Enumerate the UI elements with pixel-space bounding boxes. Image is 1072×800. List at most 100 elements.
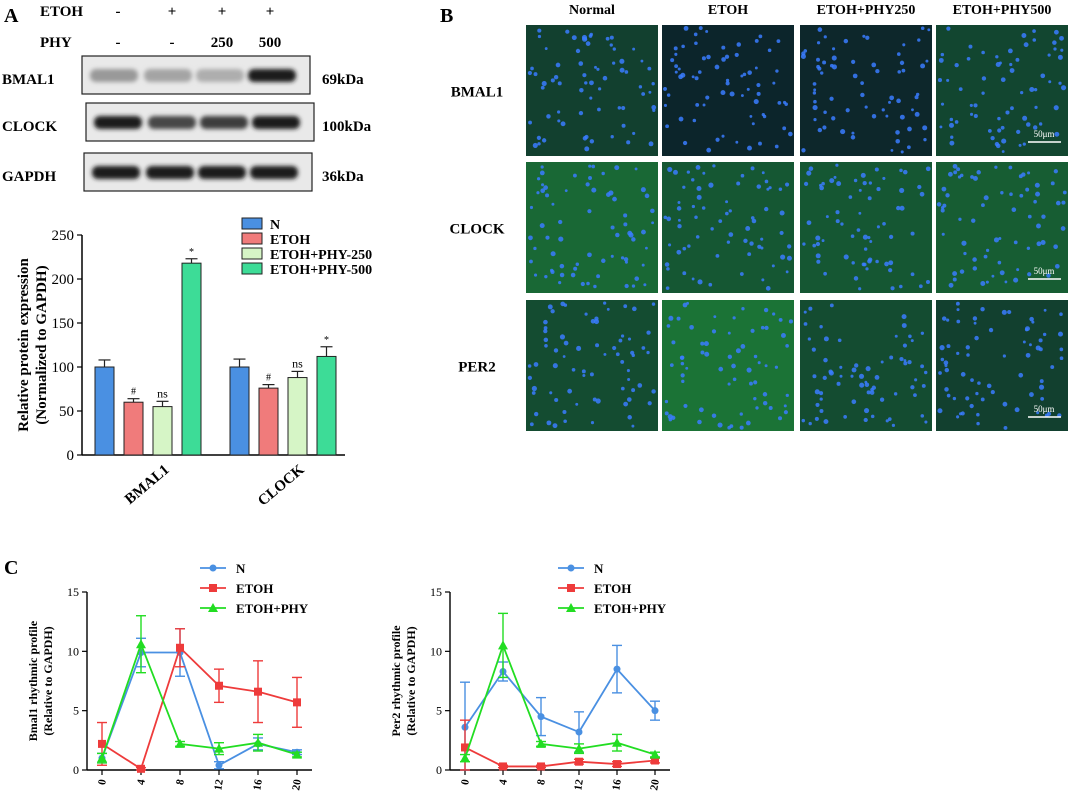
micro-nucleus — [806, 220, 812, 226]
micro-scale-label: 50μm — [1034, 129, 1055, 139]
micro-nucleus — [582, 73, 587, 78]
line-point — [292, 749, 302, 759]
line-point — [537, 713, 545, 721]
micro-nucleus — [940, 102, 945, 106]
micro-tile-bg — [800, 25, 932, 156]
micro-nucleus — [956, 351, 960, 356]
micro-nucleus — [539, 223, 545, 229]
micro-nucleus — [948, 282, 954, 288]
micro-nucleus — [721, 134, 725, 138]
micro-nucleus — [831, 55, 837, 61]
line-legend-marker — [208, 603, 218, 612]
line-point — [176, 643, 184, 652]
micro-nucleus — [813, 99, 817, 104]
micro-nucleus — [1010, 106, 1014, 111]
micro-tile: 50μm — [936, 300, 1068, 431]
micro-nucleus — [944, 364, 948, 368]
micro-nucleus — [669, 363, 674, 368]
micro-nucleus — [866, 390, 871, 395]
micro-nucleus — [963, 251, 967, 256]
micro-nucleus — [999, 270, 1005, 276]
micro-nucleus — [890, 286, 895, 291]
micro-nucleus — [1000, 77, 1006, 83]
blot-phy-value: - — [116, 35, 121, 51]
micro-nucleus — [668, 243, 672, 247]
micro-nucleus — [981, 91, 985, 95]
micro-nucleus — [889, 95, 895, 101]
micro-nucleus — [740, 173, 745, 178]
bar-legend-swatch — [241, 217, 263, 230]
micro-nucleus — [803, 310, 807, 314]
micro-nucleus — [729, 91, 735, 97]
micro-tile — [800, 25, 932, 156]
micro-nucleus — [641, 92, 646, 96]
micro-nucleus — [682, 302, 688, 308]
micro-nucleus — [634, 276, 640, 281]
micro-nucleus — [731, 363, 736, 369]
micro-nucleus — [882, 176, 886, 180]
micro-nucleus — [545, 193, 550, 198]
micro-nucleus — [956, 319, 961, 324]
micro-nucleus — [860, 81, 864, 85]
micro-nucleus — [1020, 91, 1024, 95]
micro-nucleus — [732, 316, 736, 320]
micro-nucleus — [1053, 29, 1059, 35]
bar-y-tick-label: 250 — [52, 228, 75, 244]
blot-band — [144, 69, 192, 82]
micro-nucleus — [1059, 312, 1063, 316]
micro-nucleus — [897, 70, 901, 74]
micro-nucleus — [774, 144, 779, 149]
micro-nucleus — [975, 391, 979, 396]
bar-legend-swatch — [241, 262, 263, 275]
micro-nucleus — [1022, 340, 1026, 344]
micro-nucleus — [741, 307, 745, 311]
micro-nucleus — [712, 164, 716, 168]
micro-nucleus — [1040, 240, 1046, 246]
blot-phy-value: 250 — [211, 35, 234, 51]
micro-nucleus — [745, 420, 751, 426]
micro-nucleus — [694, 215, 698, 220]
line-y-tick-label: 0 — [436, 763, 442, 777]
micro-nucleus — [676, 316, 681, 321]
micro-nucleus — [704, 351, 710, 357]
micro-nucleus — [925, 59, 929, 63]
micro-nucleus — [758, 34, 763, 39]
micro-nucleus — [735, 348, 741, 354]
micro-nucleus — [801, 148, 806, 153]
micro-nucleus — [985, 280, 989, 284]
micro-nucleus — [646, 330, 651, 335]
bar-category-label: CLOCK — [255, 462, 308, 510]
micro-nucleus — [1059, 356, 1064, 361]
micro-nucleus — [754, 38, 759, 43]
line-chart-per2: 0 5 10 15 0 4 8 12 16 20 Per2 rhythmic profile(Rel… — [389, 561, 670, 791]
micro-nucleus — [1050, 181, 1055, 186]
micro-nucleus — [862, 34, 866, 38]
micro-nucleus — [575, 402, 579, 406]
micro-nucleus — [980, 306, 985, 312]
micro-nucleus — [973, 114, 978, 119]
micro-nucleus — [614, 165, 620, 171]
micro-nucleus — [641, 346, 646, 350]
micro-tile-bg — [526, 25, 658, 156]
micro-nucleus — [822, 60, 827, 65]
micro-nucleus — [970, 378, 974, 382]
micro-nucleus — [903, 169, 908, 175]
micro-nucleus — [990, 390, 995, 395]
micro-nucleus — [640, 59, 644, 63]
micro-nucleus — [895, 139, 900, 144]
micro-nucleus — [539, 170, 545, 176]
micro-nucleus — [725, 211, 729, 216]
micro-tissue — [662, 162, 794, 293]
micro-nucleus — [783, 410, 788, 415]
micro-tile — [526, 300, 658, 431]
micro-nucleus — [949, 117, 954, 122]
micro-nucleus — [910, 339, 914, 343]
micro-nucleus — [937, 408, 943, 414]
micro-nucleus — [544, 47, 548, 50]
micro-nucleus — [858, 373, 865, 379]
micro-nucleus — [941, 186, 947, 192]
line-point — [175, 738, 185, 748]
micro-nucleus — [983, 195, 989, 201]
micro-nucleus — [802, 242, 806, 246]
micro-nucleus — [871, 385, 877, 390]
